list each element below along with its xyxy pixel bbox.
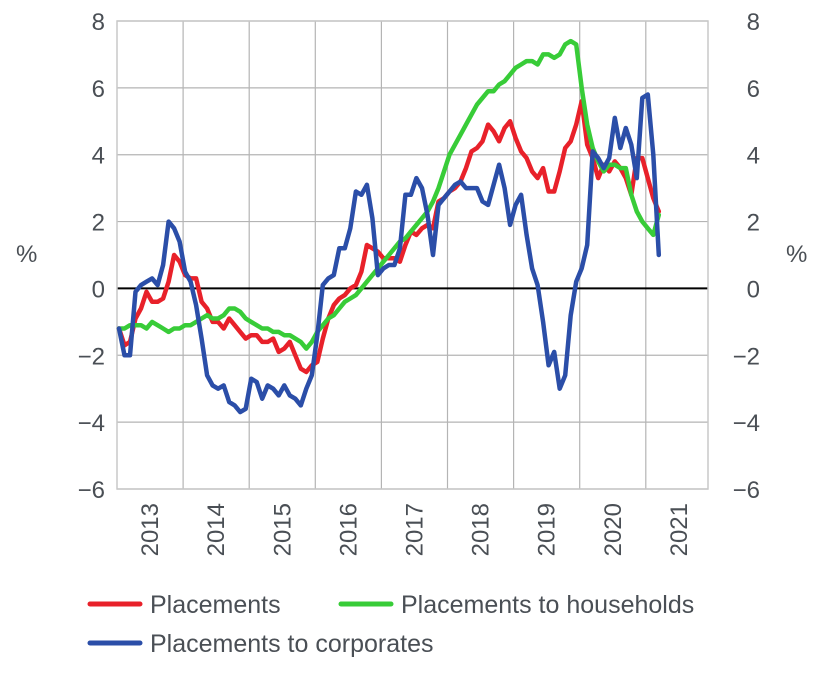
legend-item-corporates: Placements to corporates xyxy=(87,630,433,658)
y-tick-label-right: 6 xyxy=(747,76,760,103)
y-tick-label-right: −4 xyxy=(733,410,760,437)
series-line-placements-to-households xyxy=(116,38,662,351)
series-group xyxy=(116,38,662,415)
y-tick-label-left: 2 xyxy=(92,210,105,237)
legend-label-placements: Placements xyxy=(150,591,281,619)
series-line-placements-to-corporates xyxy=(116,92,662,415)
legend-label-corporates: Placements to corporates xyxy=(150,630,433,658)
x-tick-label: 2018 xyxy=(468,503,495,556)
x-tick-label: 2015 xyxy=(269,503,296,556)
x-tick-label: 2016 xyxy=(335,503,362,556)
x-tick-label: 2021 xyxy=(666,503,693,556)
y-axis-label-right: % xyxy=(786,241,807,268)
y-tick-label-right: −2 xyxy=(733,343,760,370)
y-tick-label-left: 8 xyxy=(92,9,105,36)
y-axis-label-left: % xyxy=(16,241,37,268)
y-tick-label-left: 0 xyxy=(92,276,105,303)
y-tick-label-right: −6 xyxy=(733,477,760,504)
x-tick-label: 2019 xyxy=(534,503,561,556)
y-tick-label-left: −2 xyxy=(78,343,105,370)
y-axis-right: 8 6 4 2 0 −2 −4 −6 xyxy=(733,9,760,504)
y-tick-label-left: 6 xyxy=(92,76,105,103)
y-axis-left: 8 6 4 2 0 −2 −4 −6 xyxy=(78,9,105,504)
gridlines xyxy=(117,20,708,490)
x-tick-label: 2017 xyxy=(401,503,428,556)
y-tick-label-right: 2 xyxy=(747,210,760,237)
y-tick-label-left: −4 xyxy=(78,410,105,437)
legend-label-households: Placements to households xyxy=(401,591,694,619)
x-axis: 2013 2014 2015 2016 2017 2018 2019 2020 2021 xyxy=(137,503,693,556)
y-tick-label-left: 4 xyxy=(92,143,105,170)
legend-item-placements: Placements xyxy=(87,591,281,619)
y-tick-label-right: 0 xyxy=(747,276,760,303)
y-tick-label-right: 4 xyxy=(747,143,760,170)
x-tick-label: 2020 xyxy=(600,503,627,556)
plot-frame xyxy=(116,20,709,490)
y-tick-label-left: −6 xyxy=(78,477,105,504)
legend: Placements Placements to households Plac… xyxy=(87,591,694,658)
legend-item-households: Placements to households xyxy=(338,591,694,619)
x-tick-label: 2013 xyxy=(137,503,164,556)
y-tick-label-right: 8 xyxy=(747,9,760,36)
x-tick-label: 2014 xyxy=(203,503,230,556)
